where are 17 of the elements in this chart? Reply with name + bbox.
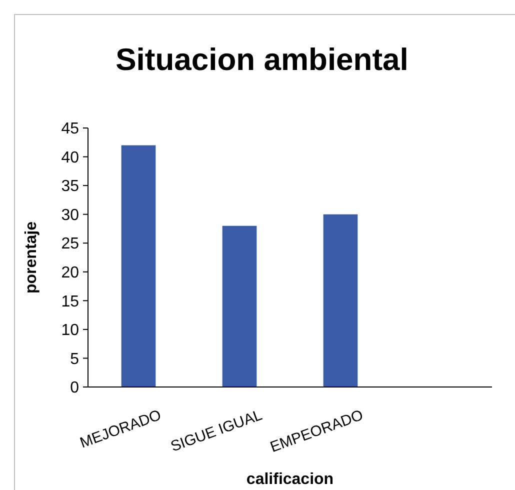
- y-tick-label: 40: [61, 149, 80, 166]
- y-tick-label: 10: [61, 322, 80, 340]
- x-tick-label: SIGUE IGUAL: [168, 406, 264, 456]
- y-axis-title: porentaje: [23, 221, 40, 294]
- y-tick-label: 25: [61, 236, 80, 253]
- y-tick-label: 20: [61, 264, 80, 282]
- bar: [121, 145, 156, 387]
- y-tick-label: 35: [61, 178, 80, 196]
- y-tick-label: 15: [61, 293, 80, 310]
- chart-title: Situacion ambiental: [116, 42, 408, 77]
- y-tick-label: 30: [61, 206, 80, 224]
- y-tick-label: 45: [61, 120, 80, 138]
- bar: [323, 214, 358, 387]
- y-tick-label: 0: [70, 380, 80, 397]
- x-axis-title: calificacion: [246, 471, 334, 488]
- bar: [222, 226, 257, 387]
- y-tick-label: 5: [70, 350, 80, 368]
